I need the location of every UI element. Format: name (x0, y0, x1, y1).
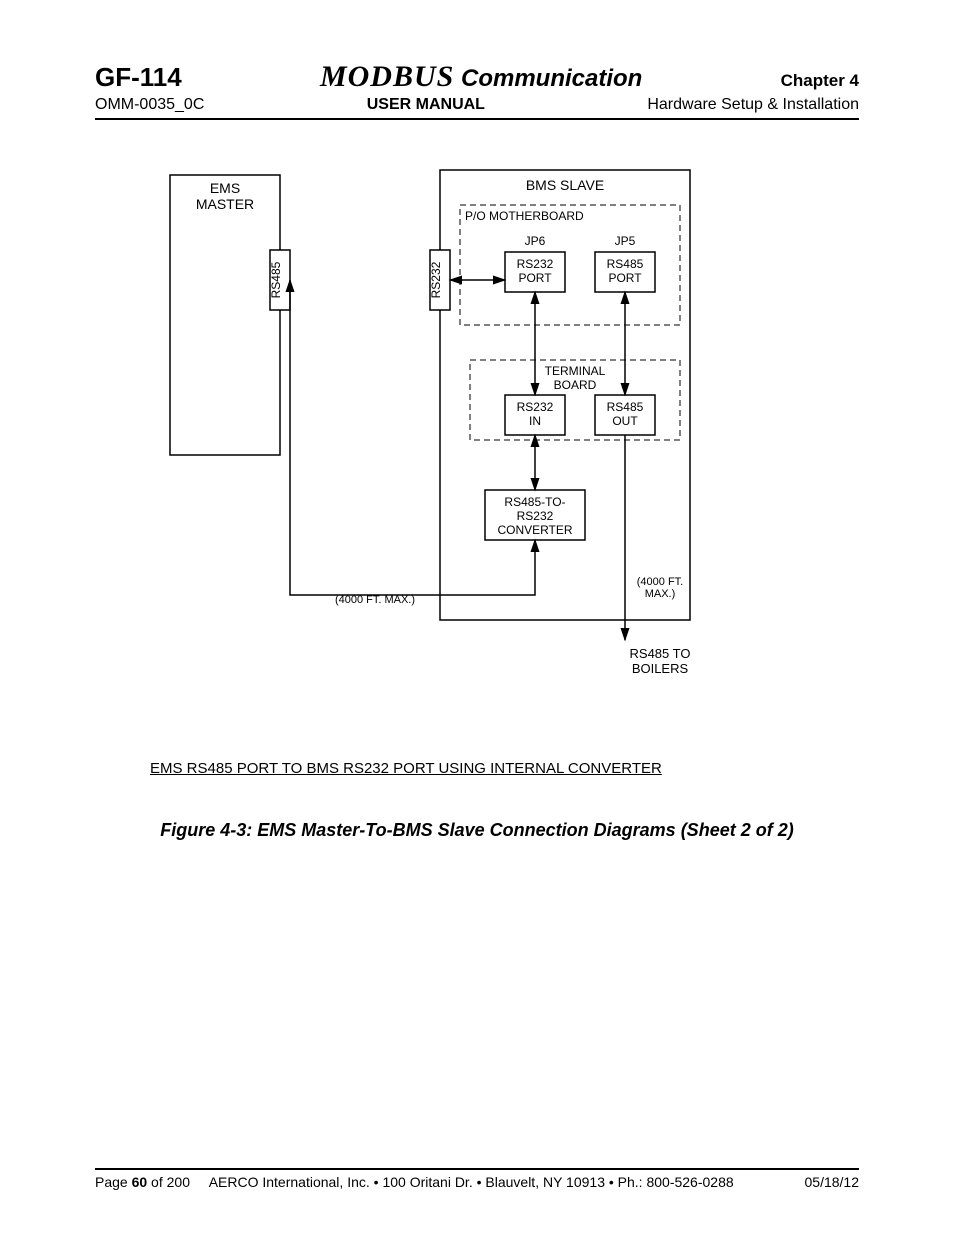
boil_l2: BOILERS (632, 661, 689, 676)
ems_rs485_lbl: RS485 (269, 261, 283, 298)
ems_master_box (170, 175, 280, 455)
rs485_out_l2: OUT (612, 414, 638, 428)
rs485_port_l2: PORT (608, 271, 642, 285)
rs232_port_l1: RS232 (517, 257, 554, 271)
page-pre: Page (95, 1174, 132, 1190)
diagram-svg: EMSMASTER RS485 BMS SLAVE RS232 P/O MOTHERBO… (130, 160, 830, 720)
bms_lbl: BMS SLAVE (526, 177, 604, 193)
jp6_lbl: JP6 (525, 234, 546, 248)
boil_l1: RS485 TO (630, 646, 691, 661)
chapter-label: Chapter 4 (781, 71, 859, 91)
conv_l3: CONVERTER (497, 523, 572, 537)
rs232_in_l2: IN (529, 414, 541, 428)
doc-code: GF-114 (95, 62, 182, 93)
rs232_in_l1: RS232 (517, 400, 554, 414)
hardware-label: Hardware Setup & Installation (647, 96, 859, 114)
footer-rule (95, 1168, 859, 1170)
page-mid: of (147, 1174, 166, 1190)
conv_l2: RS232 (517, 509, 554, 523)
page-header: GF-114 MODBUS Communication Chapter 4 OM… (95, 60, 859, 120)
ft_r1: (4000 FT. (637, 576, 683, 588)
page: GF-114 MODBUS Communication Chapter 4 OM… (0, 0, 954, 1235)
rs485_out_l1: RS485 (607, 400, 644, 414)
term_l2: BOARD (554, 378, 597, 392)
bms_rs232_lbl: RS232 (429, 261, 443, 298)
footer-company: AERCO International, Inc. • 100 Oritani … (209, 1174, 734, 1190)
jp5_lbl: JP5 (615, 234, 636, 248)
modbus-word: MODBUS (320, 60, 454, 93)
doc-number: OMM-0035_0C (95, 96, 204, 114)
connection-diagram: EMSMASTER RS485 BMS SLAVE RS232 P/O MOTHERBO… (130, 160, 830, 720)
page-total: 200 (167, 1174, 190, 1190)
figure-title: Figure 4-3: EMS Master-To-BMS Slave Conn… (95, 820, 859, 841)
ems_master_lbl2: MASTER (196, 196, 254, 212)
ft_left: (4000 FT. MAX.) (335, 594, 415, 606)
conv_l1: RS485-TO- (504, 495, 565, 509)
ft_r2: MAX.) (645, 588, 676, 600)
footer-date: 05/18/12 (805, 1174, 860, 1190)
page-number: 60 (132, 1174, 148, 1190)
rs232_port_l2: PORT (518, 271, 552, 285)
footer-page: Page 60 of 200 AERCO International, Inc.… (95, 1174, 734, 1190)
header-row-1: GF-114 MODBUS Communication Chapter 4 (95, 60, 859, 94)
rs485_port_l1: RS485 (607, 257, 644, 271)
header-rule (95, 118, 859, 120)
user-manual-label: USER MANUAL (204, 96, 647, 114)
page-footer: Page 60 of 200 AERCO International, Inc.… (95, 1168, 859, 1190)
term_l1: TERMINAL (545, 364, 606, 378)
header-title: MODBUS Communication (182, 60, 781, 94)
communication-word: Communication (454, 65, 642, 92)
ems_master_lbl1: EMS (210, 180, 240, 196)
diagram-caption: EMS RS485 PORT TO BMS RS232 PORT USING I… (150, 760, 662, 777)
mobo_lbl: P/O MOTHERBOARD (465, 209, 584, 223)
header-row-2: OMM-0035_0C USER MANUAL Hardware Setup &… (95, 96, 859, 114)
footer-row: Page 60 of 200 AERCO International, Inc.… (95, 1174, 859, 1190)
